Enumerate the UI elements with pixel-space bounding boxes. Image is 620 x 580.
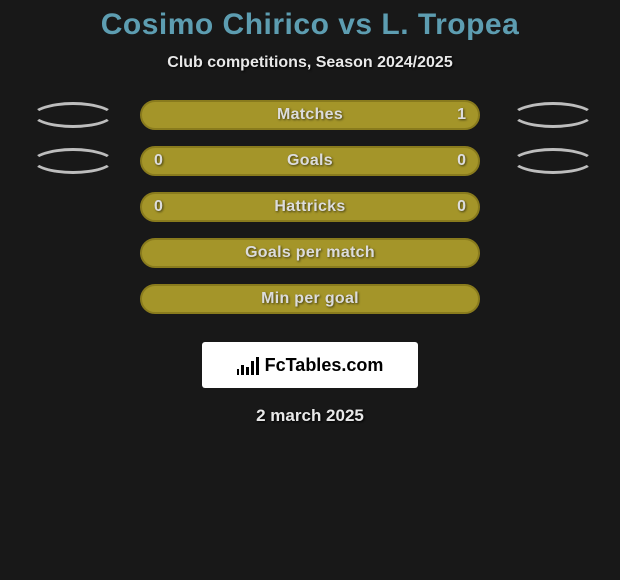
stat-bar: 0 Goals 0 [140, 146, 480, 176]
stat-bar: Goals per match [140, 238, 480, 268]
stat-bar: 0 Hattricks 0 [140, 192, 480, 222]
date-label: 2 march 2025 [256, 406, 364, 426]
stat-row: 0 Goals 0 [0, 146, 620, 176]
page-title: Cosimo Chirico vs L. Tropea [101, 8, 520, 42]
squiggle-right-icon [505, 104, 595, 126]
bars-list: Matches 1 0 Goals 0 0 Hattricks 0 Goals per matc… [0, 100, 620, 330]
stat-label: Min per goal [261, 290, 359, 308]
squiggle-right-icon [505, 150, 595, 172]
stat-row: Goals per match [0, 238, 620, 268]
bar-chart-icon [237, 355, 259, 375]
stat-bar: Matches 1 [140, 100, 480, 130]
stat-value-right: 1 [457, 106, 466, 124]
stat-label: Goals per match [245, 244, 375, 262]
logo-text: FcTables.com [265, 355, 384, 376]
comparison-container: Cosimo Chirico vs L. Tropea Club competi… [0, 0, 620, 426]
squiggle-left-icon [25, 150, 115, 172]
stat-value-left: 0 [154, 198, 163, 216]
stat-value-right: 0 [457, 152, 466, 170]
stat-row: Min per goal [0, 284, 620, 314]
page-subtitle: Club competitions, Season 2024/2025 [167, 54, 452, 72]
squiggle-left-icon [25, 104, 115, 126]
stat-label: Matches [277, 106, 343, 124]
fctables-logo[interactable]: FcTables.com [202, 342, 418, 388]
stat-row: 0 Hattricks 0 [0, 192, 620, 222]
stat-value-left: 0 [154, 152, 163, 170]
stat-value-right: 0 [457, 198, 466, 216]
stat-bar: Min per goal [140, 284, 480, 314]
stat-label: Goals [287, 152, 333, 170]
stat-label: Hattricks [274, 198, 345, 216]
stat-row: Matches 1 [0, 100, 620, 130]
